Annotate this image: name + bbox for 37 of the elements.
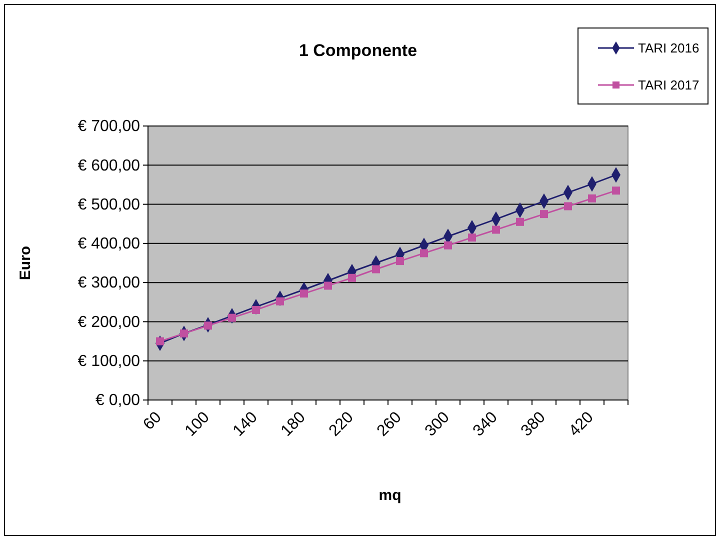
y-tick-label: € 400,00 [78,236,140,253]
point [564,202,572,210]
legend-label: TARI 2017 [638,78,700,93]
y-axis-title: Euro [17,246,34,280]
point [588,194,596,202]
x-tick-label: 220 [326,408,357,440]
legend-label: TARI 2016 [638,40,700,56]
x-tick-label: 60 [140,408,165,434]
x-tick-label: 180 [278,408,309,440]
point [324,282,332,290]
point [396,257,404,266]
x-tick-label: 260 [374,408,405,440]
y-tick-label: € 100,00 [78,352,140,370]
y-tick-label: € 500,00 [78,196,140,214]
point [348,274,356,282]
point [444,241,452,250]
x-tick-label: 140 [230,408,261,440]
y-tick-label: € 300,00 [78,274,140,292]
y-tick-label: € 200,00 [78,314,140,331]
point [372,265,380,274]
y-tick-label: € 600,00 [78,157,140,174]
chart-title: 1 Componente [298,41,418,60]
point [468,234,476,242]
x-tick-label: 340 [470,408,501,440]
x-axis-title: mq [378,487,402,504]
x-tick-label: 380 [518,408,549,440]
x-tick-label: 420 [566,408,597,440]
x-tick-label: 100 [182,408,213,440]
point [540,210,548,218]
point [492,226,500,234]
point [300,290,308,298]
point [516,218,524,226]
point [612,186,620,195]
y-tick-label: € 700,00 [78,118,140,136]
y-tick-label: € 0,00 [96,392,140,410]
point [420,249,428,258]
x-tick-label: 300 [422,408,453,440]
